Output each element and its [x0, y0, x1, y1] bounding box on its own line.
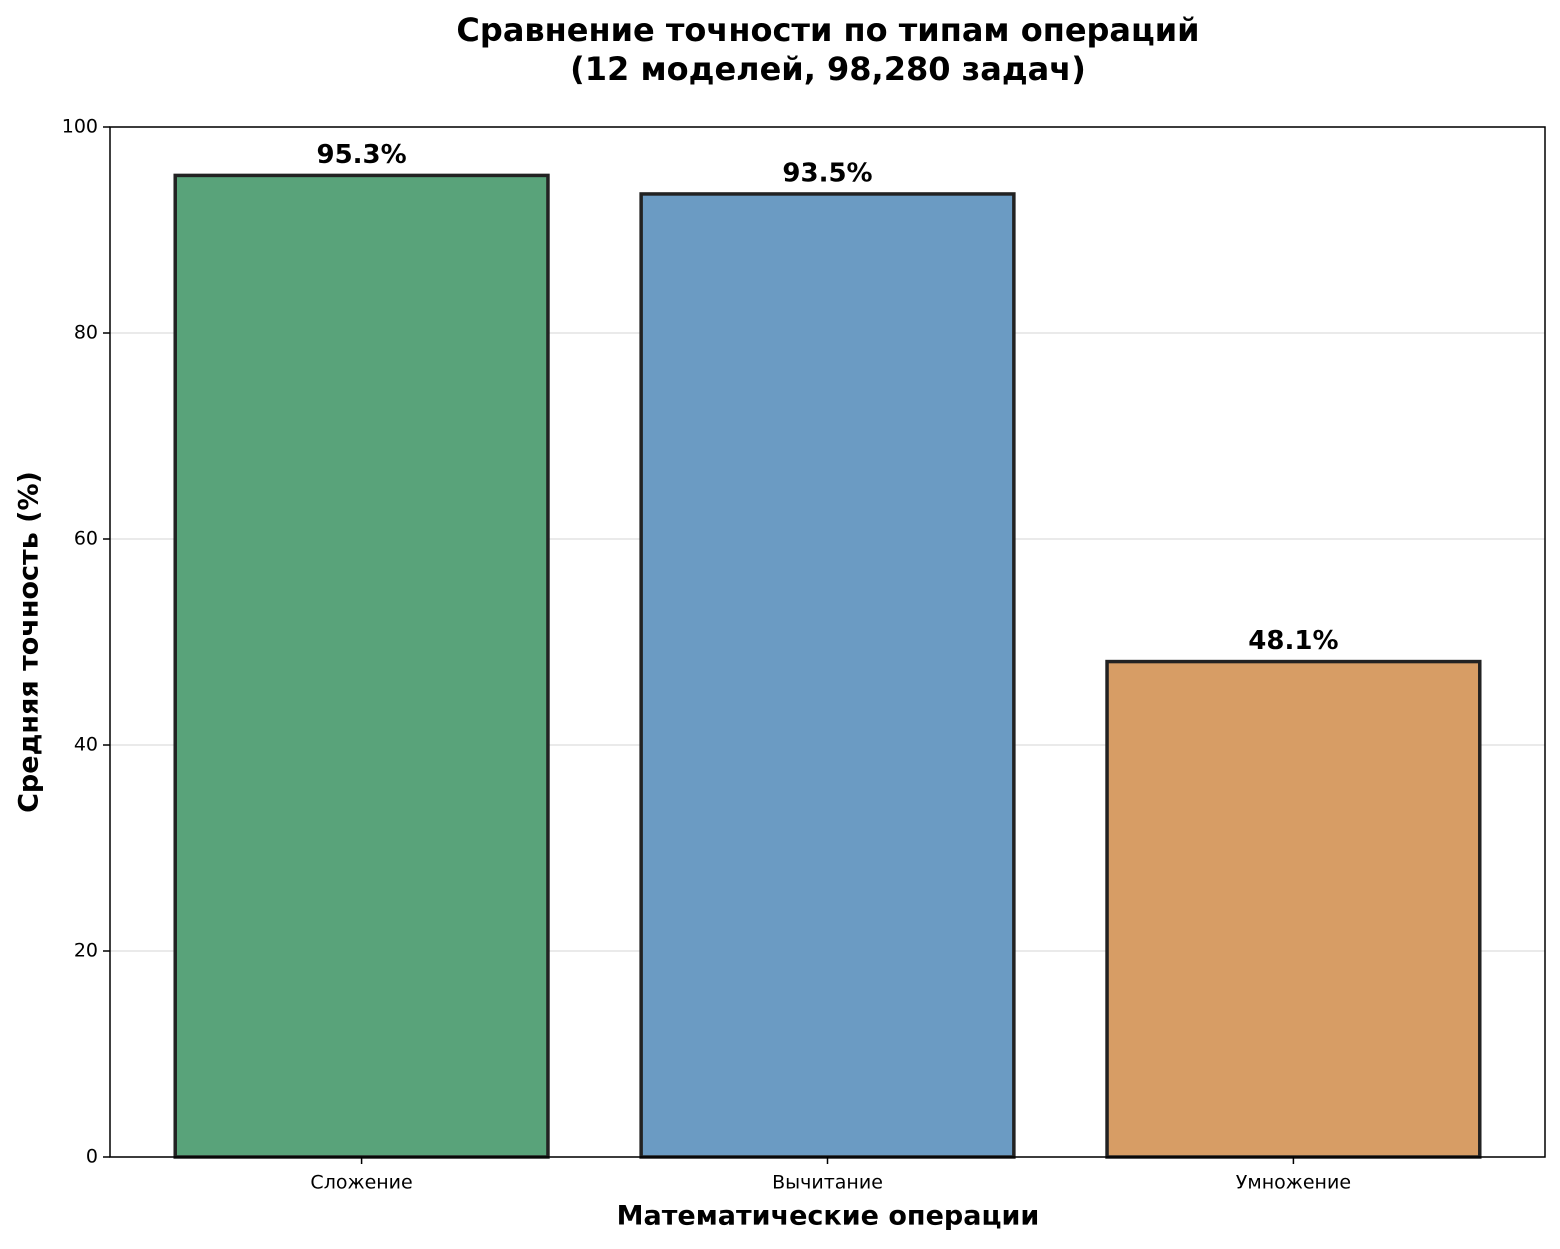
x-tick-label: Умножение	[1236, 1172, 1351, 1194]
x-axis-label: Математические операции	[617, 1201, 1040, 1232]
y-tick-label: 40	[74, 734, 98, 756]
y-tick-label: 0	[86, 1146, 98, 1168]
y-tick-label: 60	[74, 528, 98, 550]
y-tick-label: 100	[62, 116, 98, 138]
bar	[173, 173, 550, 1159]
x-tick-label: Сложение	[310, 1172, 412, 1194]
y-tick-label: 20	[74, 940, 98, 962]
bar	[1105, 659, 1482, 1159]
value-label: 48.1%	[1248, 626, 1338, 656]
y-axis-label: Средняя точность (%)	[14, 471, 45, 813]
y-tick-label: 80	[74, 322, 98, 344]
bar	[639, 192, 1016, 1159]
value-label: 95.3%	[316, 140, 406, 170]
chart-subtitle: (12 моделей, 98,280 задач)	[570, 50, 1086, 88]
x-tick-label: Вычитание	[772, 1172, 883, 1194]
plot-frame	[109, 126, 1546, 1158]
value-label: 93.5%	[782, 158, 872, 188]
chart-title: Сравнение точности по типам операций	[456, 11, 1199, 49]
